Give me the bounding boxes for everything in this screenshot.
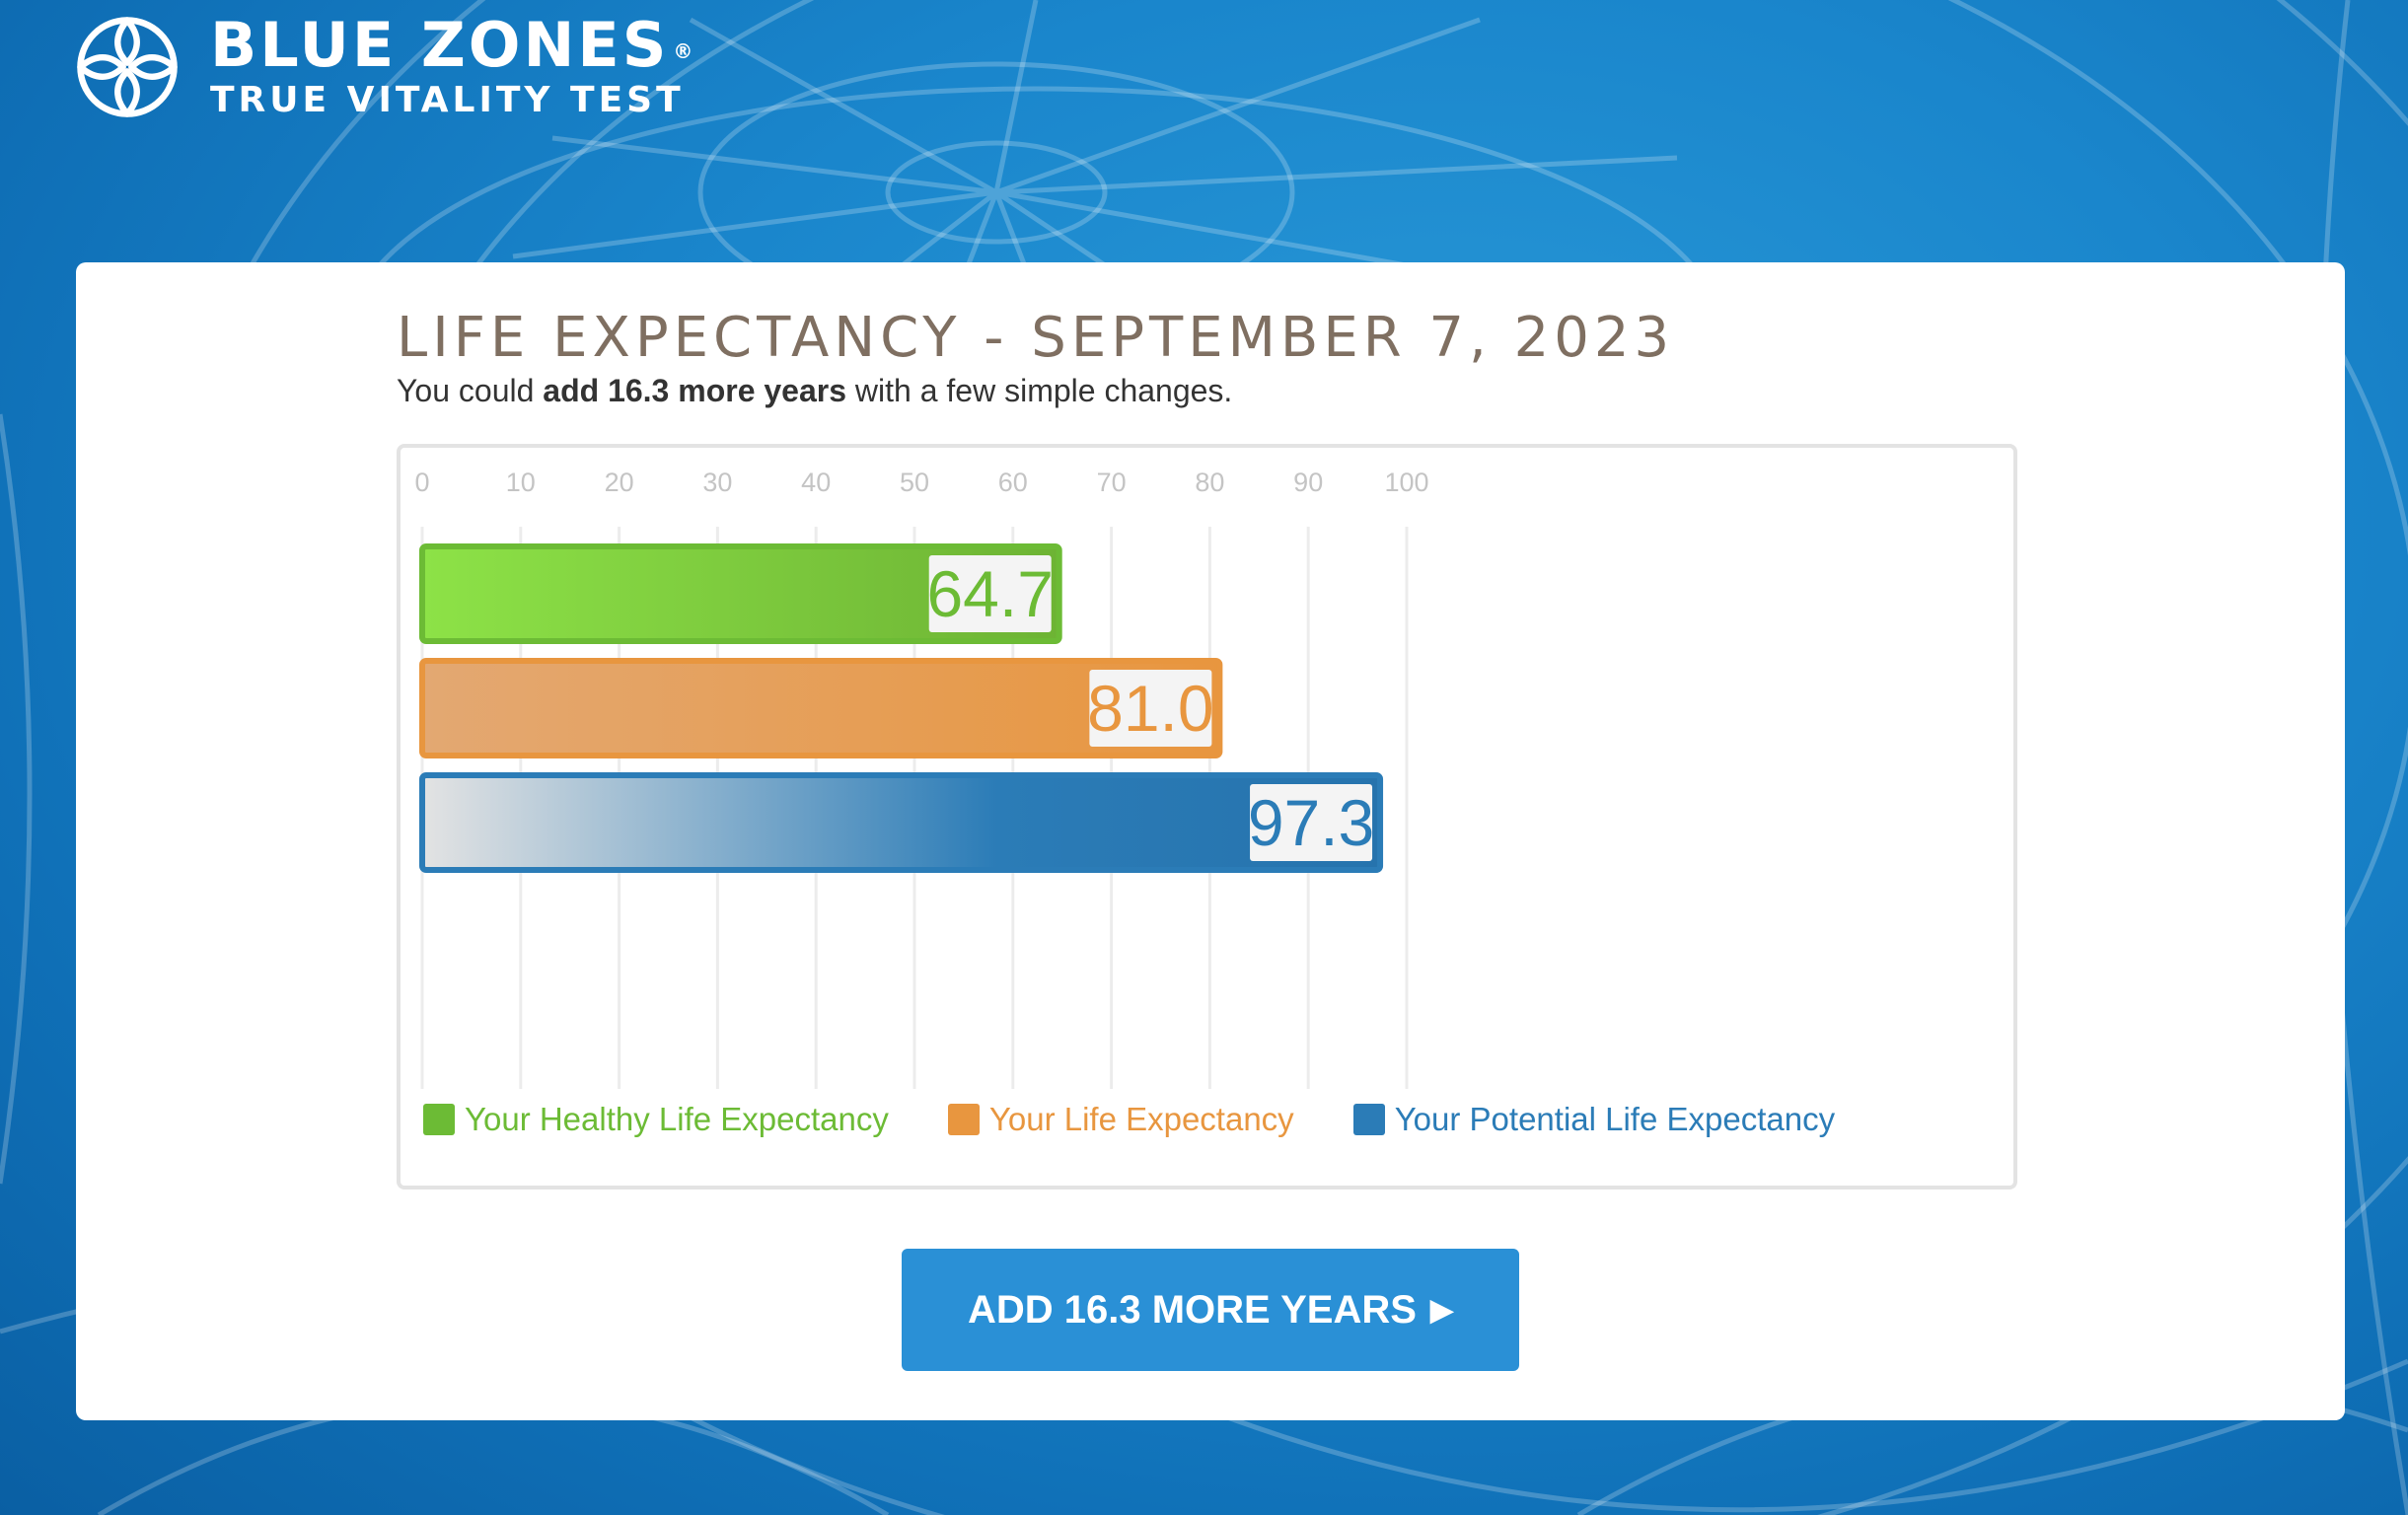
x-tick-label: 80 [1195, 468, 1224, 497]
bar-value-box-healthy [928, 555, 1052, 632]
brand-subtitle: TRUE VITALITY TEST [210, 80, 685, 120]
bar-life [419, 658, 1223, 758]
bar-value-box-potential [1250, 784, 1373, 861]
bar-healthy [419, 543, 1062, 644]
x-tick-label: 20 [605, 468, 634, 497]
brand-logo[interactable]: BLUE ZONES ® TRUE VITALITY TEST [74, 14, 695, 120]
x-tick-label: 90 [1293, 468, 1323, 497]
legend-swatch-life [947, 1104, 980, 1135]
x-tick-label: 50 [900, 468, 929, 497]
x-tick-label: 10 [506, 468, 536, 497]
life-expectancy-chart: 0 10 20 30 40 50 60 70 80 90 100 64.7 81.0 97.3 Your… [397, 444, 2017, 1190]
bar-potential [419, 772, 1384, 873]
bar-value-label-healthy: 64.7 [926, 557, 1053, 630]
chart-legend: Your Healthy Life Expectancy Your Life Ex… [423, 1101, 1894, 1138]
legend-swatch-healthy [423, 1104, 455, 1135]
add-more-years-button[interactable]: ADD 16.3 MORE YEARS ▶ [902, 1249, 1519, 1371]
x-tick-label: 0 [414, 468, 429, 497]
bar-value-label-life: 81.0 [1087, 672, 1213, 745]
legend-item-potential: Your Potential Life Expectancy [1352, 1101, 1836, 1138]
legend-label-life: Your Life Expectancy [988, 1101, 1294, 1137]
caret-right-icon: ▶ [1429, 1293, 1454, 1327]
x-tick-label: 70 [1097, 468, 1127, 497]
legend-label-healthy: Your Healthy Life Expectancy [465, 1101, 889, 1137]
results-card: LIFE EXPECTANCY - SEPTEMBER 7, 2023 You … [76, 262, 2345, 1420]
page-subtitle: You could add 16.3 more years with a few… [397, 373, 1233, 408]
page-title: LIFE EXPECTANCY - SEPTEMBER 7, 2023 [397, 306, 1675, 370]
x-tick-label: 60 [998, 468, 1028, 497]
bar-value-label-potential: 97.3 [1248, 786, 1374, 859]
x-tick-label: 100 [1384, 468, 1428, 497]
bar-value-box-life [1089, 670, 1212, 747]
cta-label: ADD 16.3 MORE YEARS [967, 1287, 1417, 1332]
legend-label-potential: Your Potential Life Expectancy [1394, 1101, 1836, 1137]
legend-swatch-potential [1352, 1104, 1385, 1135]
legend-item-life: Your Life Expectancy [947, 1101, 1294, 1138]
x-tick-label: 40 [801, 468, 831, 497]
legend-item-healthy: Your Healthy Life Expectancy [423, 1101, 889, 1138]
x-tick-label: 30 [702, 468, 732, 497]
blue-zones-logo-icon [77, 17, 178, 117]
brand-name: BLUE ZONES ® [210, 9, 696, 81]
chart-canvas: 0 10 20 30 40 50 60 70 80 90 100 64.7 81.0 97.3 [414, 468, 1429, 1089]
